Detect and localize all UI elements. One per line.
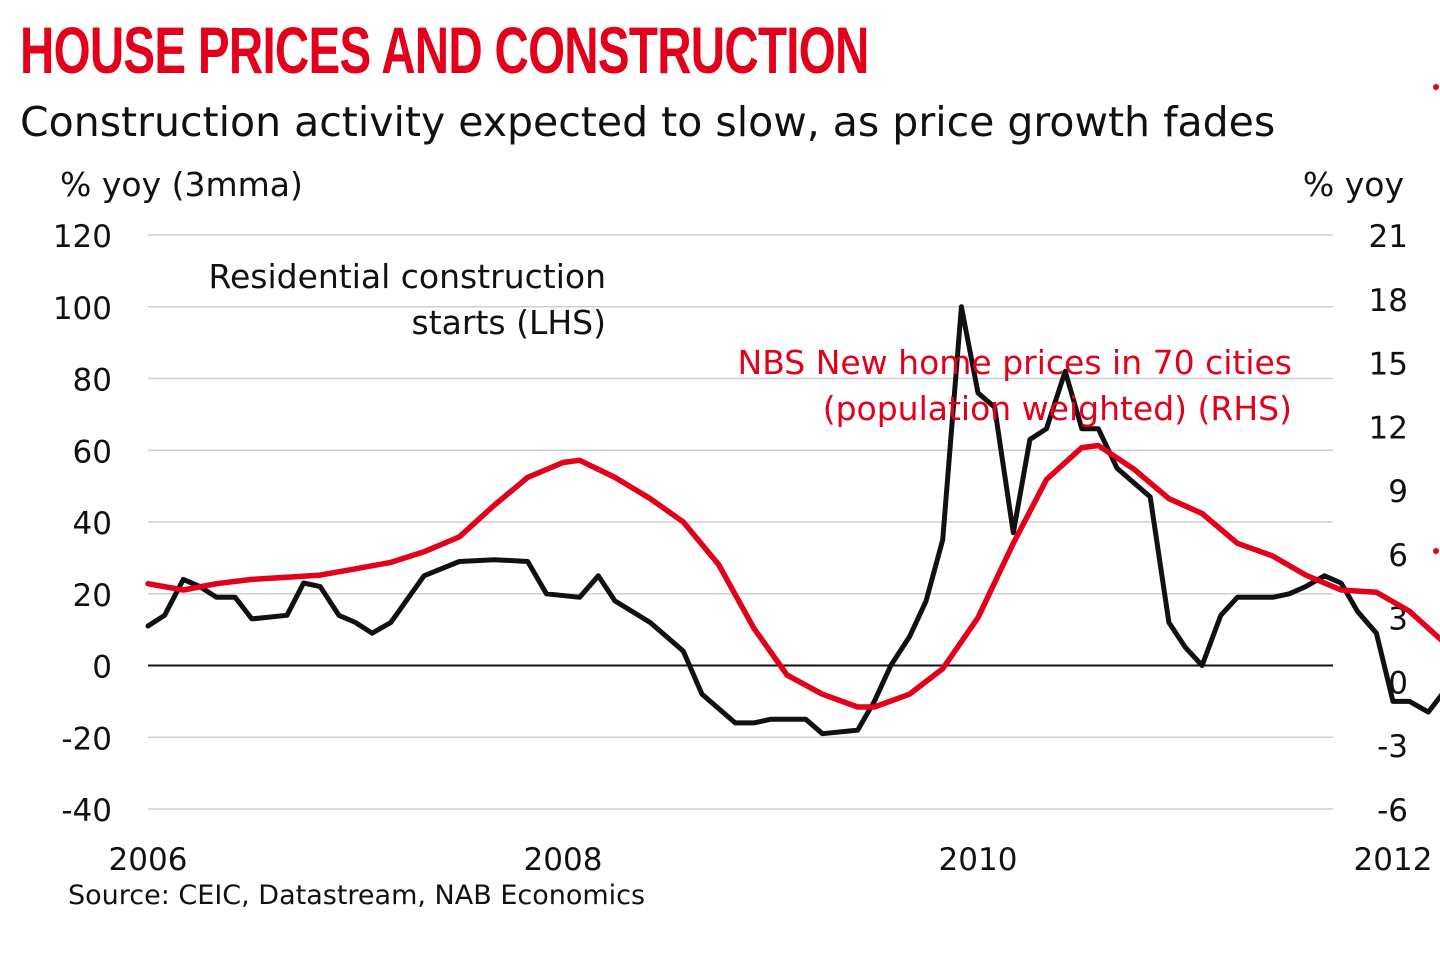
home-prices-line [145,442,1440,710]
source-note: Source: CEIC, Datastream, NAB Economics [68,880,646,911]
y-right-tick-label: 21 [1369,219,1408,255]
y-right-tick-label: 18 [1369,283,1408,319]
chart-subtitle: Construction activity expected to slow, … [20,98,1276,146]
prices-series-label: NBS New home prices in 70 cities [738,343,1292,382]
y-right-tick-label: 12 [1369,410,1408,446]
x-tick-label: 2010 [939,842,1018,878]
tick-labels: 120100806040200-20-40211815129630-3-6200… [53,219,1433,878]
construction-series-label: Residential construction [209,257,606,296]
y-left-tick-label: 0 [92,650,112,686]
y-right-tick-label: 9 [1388,474,1408,510]
x-tick-label: 2006 [109,842,188,878]
y-right-tick-label: -6 [1377,793,1408,829]
construction-series-label: starts (LHS) [412,303,606,342]
y-left-tick-label: -40 [61,793,112,829]
left-axis-unit-label: % yoy (3mma) [60,165,303,204]
series-lines [145,304,1440,737]
y-right-tick-label: 6 [1388,538,1408,574]
y-left-tick-label: 60 [73,434,112,470]
y-left-tick-label: 100 [53,291,112,327]
chart-title: HOUSE PRICES AND CONSTRUCTION [20,13,869,87]
y-left-tick-label: 40 [73,506,112,542]
y-left-tick-label: 120 [53,219,112,255]
x-tick-label: 2008 [524,842,603,878]
prices-series-label: (population weighted) (RHS) [823,389,1292,428]
y-left-tick-label: 20 [73,578,112,614]
y-left-tick-label: 80 [73,363,112,399]
y-left-tick-label: -20 [61,721,112,757]
y-right-tick-label: -3 [1377,729,1408,765]
y-right-tick-label: 15 [1369,347,1408,383]
construction-starts-line [145,304,1440,737]
x-tick-label: 2012 [1354,842,1433,878]
decorative-dot-bottom [1433,548,1439,554]
decorative-dot-top [1433,84,1439,90]
series-labels: Residential construction starts (LHS) NBS … [209,257,1292,428]
right-axis-unit-label: % yoy [1302,165,1404,204]
gridlines [148,234,1333,810]
